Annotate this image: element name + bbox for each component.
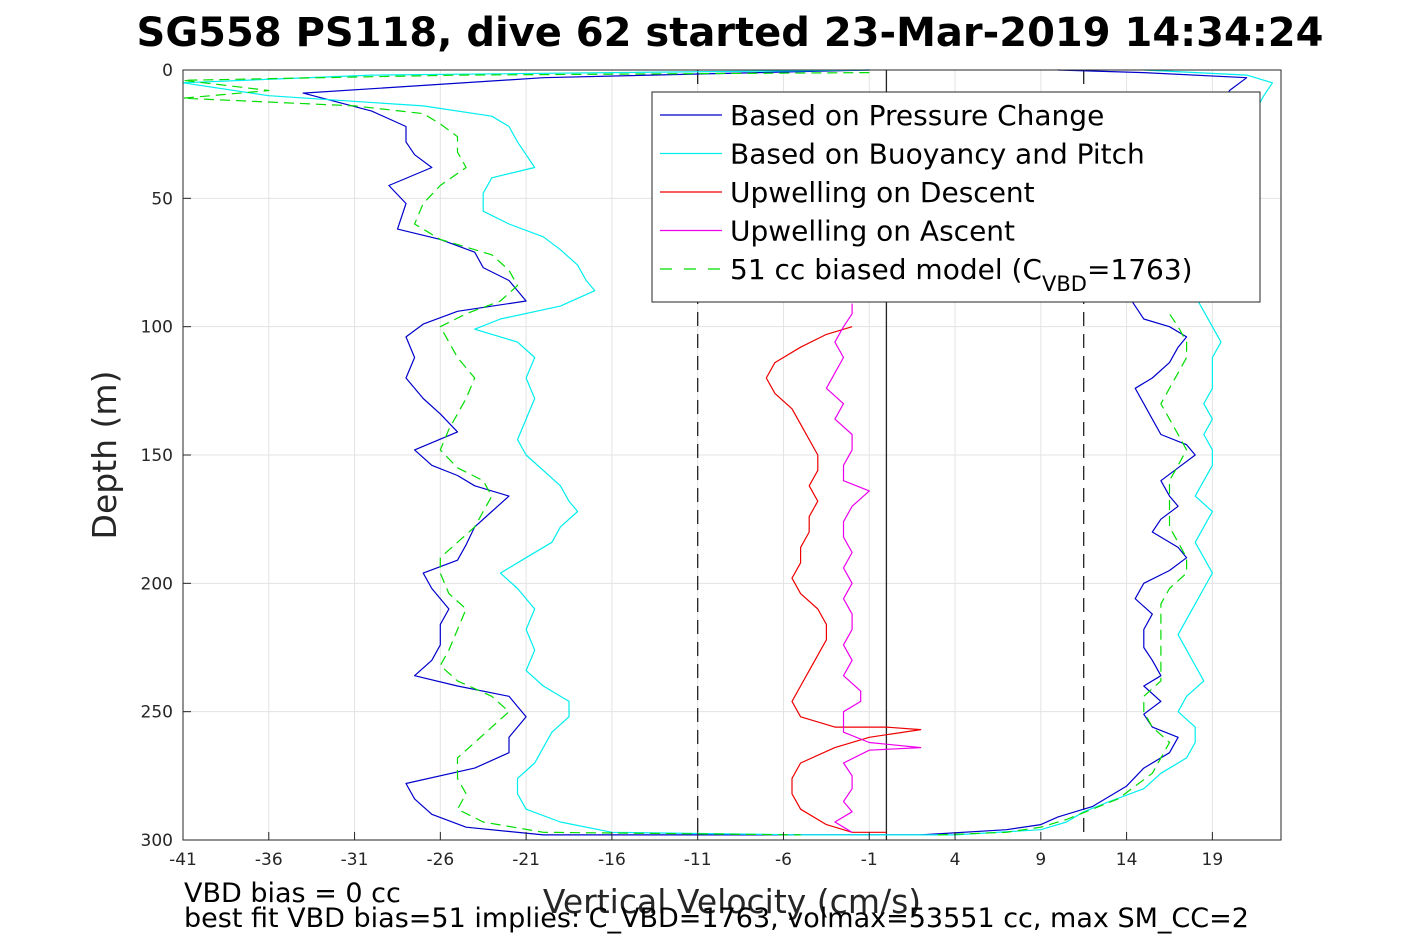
chart-title: SG558 PS118, dive 62 started 23-Mar-2019…	[137, 10, 1324, 56]
series-line-1-0	[182, 69, 955, 836]
y-axis-label: Depth (m)	[85, 371, 124, 540]
x-tick-label: 4	[950, 850, 961, 870]
vbd-bias-note: VBD bias = 0 cc	[184, 878, 401, 909]
x-tick-label: -1	[861, 850, 878, 870]
x-tick-label: -16	[598, 850, 626, 870]
legend: Based on Pressure Change Based on Buoyanc…	[651, 91, 1261, 303]
y-tick-label: 50	[151, 189, 173, 209]
x-tick-label: -31	[341, 850, 369, 870]
y-tick-label: 250	[141, 703, 173, 723]
series-line-2-0	[765, 326, 922, 833]
best-fit-note: best fit VBD bias=51 implies: C_VBD=1763…	[184, 903, 1249, 934]
legend-label-2: Upwelling on Descent	[730, 176, 1035, 209]
y-ticks: 0 50 100 150 200 250 300	[141, 61, 191, 851]
x-axis-label: Vertical Velocity (cm/s)	[543, 882, 921, 921]
x-tick-label: -41	[169, 850, 197, 870]
legend-box	[651, 91, 1261, 303]
y-tick-label: 150	[141, 446, 173, 466]
legend-label-3: Upwelling on Ascent	[730, 215, 1015, 248]
x-tick-label: -21	[512, 850, 540, 870]
x-tick-label: -26	[426, 850, 454, 870]
series-line-4-0	[182, 72, 870, 836]
x-tick-label: 19	[1202, 850, 1224, 870]
series-line-3-0	[825, 303, 922, 833]
legend-label-1: Based on Buoyancy and Pitch	[730, 138, 1145, 171]
x-tick-label: -6	[775, 850, 792, 870]
y-tick-label: 300	[141, 831, 173, 851]
y-tick-label: 100	[141, 318, 173, 338]
legend-label-0: Based on Pressure Change	[730, 99, 1104, 132]
x-tick-label: 14	[1116, 850, 1138, 870]
x-ticks: -41 -36 -31 -26 -21 -16 -11 -6 -1 4 9 14 19	[169, 832, 1223, 870]
series-line-4-1	[937, 313, 1188, 836]
series-line-0-0	[302, 69, 921, 836]
y-tick-label: 0	[162, 61, 173, 81]
y-tick-label: 200	[141, 574, 173, 594]
x-tick-label: -11	[684, 850, 712, 870]
x-tick-label: 9	[1035, 850, 1046, 870]
x-tick-label: -36	[255, 850, 283, 870]
